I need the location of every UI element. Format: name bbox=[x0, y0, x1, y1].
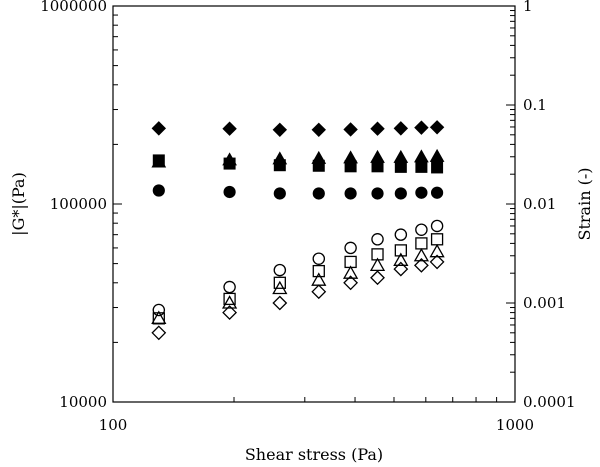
data-point-open-circle bbox=[344, 241, 357, 255]
data-point-open-triangle bbox=[151, 310, 167, 324]
data-point-filled-triangle bbox=[393, 149, 409, 163]
data-point-open-circle bbox=[415, 223, 428, 236]
data-point-filled-circle bbox=[152, 184, 165, 197]
data-point-filled-circle bbox=[430, 186, 444, 199]
data-point-filled-square bbox=[344, 160, 357, 173]
data-point-filled-square bbox=[312, 159, 325, 172]
data-point-open-diamond bbox=[311, 284, 327, 300]
data-point-filled-triangle bbox=[429, 148, 445, 162]
left-y-tick-label: 1000000 bbox=[40, 0, 107, 15]
x-tick-label: 100 bbox=[99, 416, 128, 434]
data-point-open-diamond bbox=[370, 270, 385, 286]
data-point-open-triangle bbox=[311, 272, 327, 286]
data-point-open-triangle bbox=[413, 247, 430, 262]
right-y-tick-label: 0.1 bbox=[523, 96, 547, 114]
left-y-axis-label: |G*|(Pa) bbox=[9, 172, 28, 236]
data-point-filled-circle bbox=[371, 187, 384, 200]
data-point-open-square bbox=[415, 237, 428, 250]
data-point-open-circle bbox=[371, 233, 384, 246]
data-point-open-circle bbox=[394, 228, 408, 241]
data-point-open-square bbox=[223, 292, 236, 306]
data-point-open-diamond bbox=[413, 257, 429, 273]
data-point-open-square bbox=[273, 276, 286, 289]
data-point-open-diamond bbox=[222, 305, 238, 321]
data-point-filled-circle bbox=[312, 187, 325, 200]
x-tick-label: 1000 bbox=[496, 416, 534, 434]
data-point-filled-square bbox=[152, 154, 165, 167]
data-point-open-square bbox=[394, 244, 407, 257]
data-point-filled-diamond bbox=[272, 122, 288, 138]
left-y-tick-label: 10000 bbox=[59, 393, 107, 411]
data-point-filled-circle bbox=[415, 186, 428, 199]
data-point-open-diamond bbox=[393, 261, 409, 277]
right-y-tick-label: 0.001 bbox=[523, 294, 566, 312]
data-point-filled-square bbox=[371, 160, 384, 173]
data-points bbox=[151, 120, 445, 341]
data-point-open-square bbox=[312, 264, 325, 278]
data-point-filled-square bbox=[273, 159, 286, 172]
data-point-filled-diamond bbox=[222, 121, 237, 136]
data-point-filled-diamond bbox=[429, 120, 445, 135]
right-y-tick-label: 0.0001 bbox=[523, 393, 576, 411]
data-point-filled-diamond bbox=[393, 121, 409, 136]
data-point-open-circle bbox=[152, 303, 166, 317]
data-point-open-diamond bbox=[151, 325, 167, 341]
data-point-filled-square bbox=[394, 160, 407, 173]
right-y-axis-label: Strain (-) bbox=[575, 168, 594, 241]
data-point-open-circle bbox=[223, 280, 236, 294]
data-point-filled-circle bbox=[273, 187, 286, 200]
data-point-filled-diamond bbox=[151, 121, 167, 136]
data-point-filled-triangle bbox=[414, 149, 429, 163]
data-point-open-triangle bbox=[342, 265, 359, 279]
data-point-filled-square bbox=[415, 160, 428, 173]
tick-marks bbox=[112, 5, 516, 403]
data-point-open-diamond bbox=[272, 295, 288, 311]
tick-labels: 100 1000 10000 100000 1000000 0.0001 0.001 0.01… bbox=[40, 0, 575, 434]
data-point-filled-circle bbox=[394, 187, 407, 200]
right-y-tick-label: 1 bbox=[523, 0, 533, 15]
data-point-open-diamond bbox=[343, 275, 359, 291]
data-point-open-square bbox=[430, 233, 444, 246]
x-axis-label: Shear stress (Pa) bbox=[245, 445, 383, 464]
plot-frame bbox=[112, 5, 516, 403]
left-y-tick-label: 100000 bbox=[50, 195, 107, 213]
data-point-open-circle bbox=[430, 219, 444, 233]
data-point-filled-diamond bbox=[414, 120, 429, 135]
data-point-open-circle bbox=[312, 252, 326, 265]
data-point-open-circle bbox=[273, 263, 287, 277]
right-y-tick-label: 0.01 bbox=[523, 195, 556, 213]
data-point-filled-square bbox=[431, 161, 444, 174]
data-point-filled-diamond bbox=[311, 122, 326, 138]
data-point-open-triangle bbox=[429, 243, 445, 258]
data-point-filled-diamond bbox=[343, 122, 358, 137]
data-point-open-triangle bbox=[393, 252, 409, 266]
data-point-filled-circle bbox=[344, 187, 357, 200]
data-point-open-triangle bbox=[221, 295, 238, 309]
data-point-open-triangle bbox=[369, 257, 386, 272]
data-point-filled-circle bbox=[223, 185, 236, 199]
data-point-filled-square bbox=[223, 157, 236, 170]
data-point-open-triangle bbox=[272, 280, 288, 295]
data-point-open-diamond bbox=[429, 254, 445, 270]
data-point-filled-diamond bbox=[370, 121, 385, 136]
